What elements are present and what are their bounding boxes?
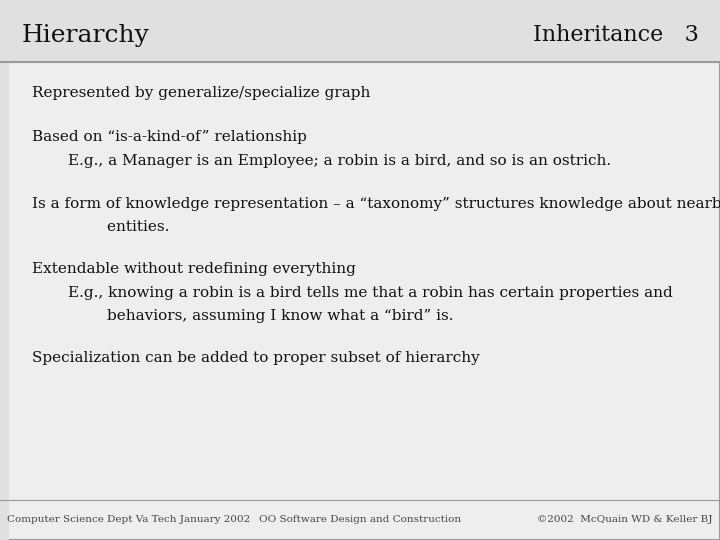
Text: E.g., knowing a robin is a bird tells me that a robin has certain properties and: E.g., knowing a robin is a bird tells me… <box>68 286 673 300</box>
Text: Specialization can be added to proper subset of hierarchy: Specialization can be added to proper su… <box>32 351 480 365</box>
Text: E.g., a Manager is an Employee; a robin is a bird, and so is an ostrich.: E.g., a Manager is an Employee; a robin … <box>68 154 611 168</box>
Text: Extendable without redefining everything: Extendable without redefining everything <box>32 262 356 276</box>
Text: Is a form of knowledge representation – a “taxonomy” structures knowledge about : Is a form of knowledge representation – … <box>32 197 720 211</box>
Text: Based on “is-a-kind-of” relationship: Based on “is-a-kind-of” relationship <box>32 130 307 144</box>
Text: behaviors, assuming I know what a “bird” is.: behaviors, assuming I know what a “bird”… <box>68 309 454 323</box>
Text: OO Software Design and Construction: OO Software Design and Construction <box>259 515 461 524</box>
Bar <box>0 62 9 540</box>
Text: ©2002  McQuain WD & Keller BJ: ©2002 McQuain WD & Keller BJ <box>537 515 713 524</box>
Text: Inheritance   3: Inheritance 3 <box>533 24 698 46</box>
FancyBboxPatch shape <box>0 0 720 62</box>
Text: entities.: entities. <box>68 220 170 234</box>
Text: Hierarchy: Hierarchy <box>22 24 150 46</box>
Text: Computer Science Dept Va Tech January 2002: Computer Science Dept Va Tech January 20… <box>7 515 251 524</box>
Text: Represented by generalize/specialize graph: Represented by generalize/specialize gra… <box>32 86 371 100</box>
